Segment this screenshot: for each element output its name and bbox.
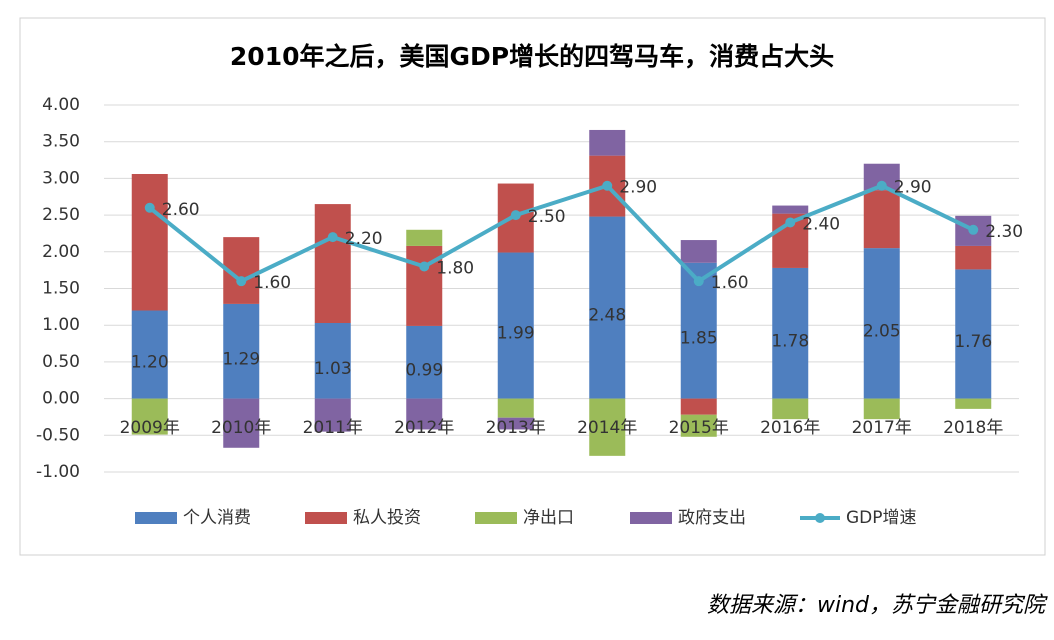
bar-segment xyxy=(955,269,992,399)
data-label: 1.76 xyxy=(954,332,992,352)
bar-segment xyxy=(680,414,717,437)
bar-segment xyxy=(497,398,534,418)
legend-swatch xyxy=(815,513,825,523)
bar-segment xyxy=(863,398,900,420)
y-tick-label: 2.50 xyxy=(42,205,80,225)
bar-segment xyxy=(589,398,626,456)
data-label: 1.85 xyxy=(680,329,718,349)
line-label: 1.60 xyxy=(253,273,291,293)
gdp-line xyxy=(148,183,975,284)
data-label: 0.99 xyxy=(405,360,443,380)
chart-frame xyxy=(19,17,1046,556)
data-label: 2.05 xyxy=(863,321,901,341)
bar-segment xyxy=(589,216,626,399)
bar-segment xyxy=(955,245,992,270)
y-tick-label: 0.50 xyxy=(42,352,80,372)
line-label: 1.80 xyxy=(436,258,474,278)
line-label: 1.60 xyxy=(711,273,749,293)
line-label: 2.90 xyxy=(619,178,657,198)
line-marker xyxy=(693,276,704,287)
line-label: 2.20 xyxy=(345,229,383,249)
line-marker xyxy=(144,202,155,213)
bar-segment xyxy=(314,322,351,399)
y-tick-label: -0.50 xyxy=(36,425,80,445)
bar-segment xyxy=(223,398,260,448)
bar-segment xyxy=(131,310,168,399)
legend-swatch xyxy=(135,512,177,524)
legend-label: 私人投资 xyxy=(353,508,421,528)
x-tick-label: 2016年 xyxy=(760,418,820,438)
line-marker xyxy=(602,180,613,191)
y-tick-label: 1.00 xyxy=(42,315,80,335)
x-tick-label: 2012年 xyxy=(394,418,454,438)
bar-segment xyxy=(131,398,168,435)
x-tick-label: 2011年 xyxy=(303,418,363,438)
y-tick-label: 3.50 xyxy=(42,132,80,152)
line-marker xyxy=(236,276,247,287)
line-label: 2.50 xyxy=(528,207,566,227)
chart-title: 2010年之后，美国GDP增长的四驾马车，消费占大头 xyxy=(230,42,834,71)
y-tick-label: 0.00 xyxy=(42,389,80,409)
y-tick-label: -1.00 xyxy=(36,462,80,482)
line-label: 2.90 xyxy=(894,178,932,198)
bar-segment xyxy=(680,240,717,263)
bar-segment xyxy=(406,229,443,246)
bar-segment xyxy=(772,205,809,214)
x-tick-label: 2010年 xyxy=(211,418,271,438)
bar-segment xyxy=(772,398,809,420)
line-marker xyxy=(968,224,979,235)
bar-segment xyxy=(314,204,351,323)
data-label: 1.03 xyxy=(314,359,352,379)
x-tick-label: 2009年 xyxy=(120,418,180,438)
line-marker xyxy=(785,217,796,228)
y-tick-label: 1.50 xyxy=(42,279,80,299)
x-tick-label: 2015年 xyxy=(669,418,729,438)
bar-segment xyxy=(589,129,626,156)
bar-segment xyxy=(680,398,717,415)
line-marker xyxy=(419,261,430,272)
bar-segment xyxy=(863,190,900,249)
bar-segment xyxy=(863,248,900,399)
line-marker xyxy=(327,232,338,243)
line-marker xyxy=(510,210,521,221)
bar-segment xyxy=(131,173,168,311)
y-tick-label: 4.00 xyxy=(42,95,80,115)
bar-segment xyxy=(314,398,351,432)
bar-segment xyxy=(772,267,809,399)
y-tick-label: 2.00 xyxy=(42,242,80,262)
x-tick-label: 2013年 xyxy=(486,418,546,438)
line-label: 2.60 xyxy=(162,200,200,220)
line-label: 2.40 xyxy=(802,214,840,234)
bar-segment xyxy=(406,398,443,430)
bar-segment xyxy=(406,325,443,399)
data-label: 1.99 xyxy=(497,324,535,344)
legend-label: 个人消费 xyxy=(183,508,251,528)
y-tick-label: 3.00 xyxy=(42,168,80,188)
x-tick-label: 2018年 xyxy=(943,418,1003,438)
legend-swatch xyxy=(630,512,672,524)
legend-swatch xyxy=(475,512,517,524)
legend-label: 净出口 xyxy=(523,508,574,528)
bar-segment xyxy=(223,303,260,399)
line-marker xyxy=(876,180,887,191)
x-tick-label: 2014年 xyxy=(577,418,637,438)
x-tick-label: 2017年 xyxy=(852,418,912,438)
legend-label: 政府支出 xyxy=(678,508,746,528)
legend-swatch xyxy=(305,512,347,524)
legend-label: GDP增速 xyxy=(846,508,917,528)
bar-segment xyxy=(497,252,534,399)
bar-segment xyxy=(955,398,992,409)
data-label: 1.29 xyxy=(222,349,260,369)
bar-segment xyxy=(497,417,534,430)
line-label: 2.30 xyxy=(985,222,1023,242)
data-label: 1.78 xyxy=(771,331,809,351)
data-label: 1.20 xyxy=(131,353,169,373)
data-label: 2.48 xyxy=(588,306,626,326)
source: 数据来源：wind，苏宁金融研究院 xyxy=(707,593,1048,618)
